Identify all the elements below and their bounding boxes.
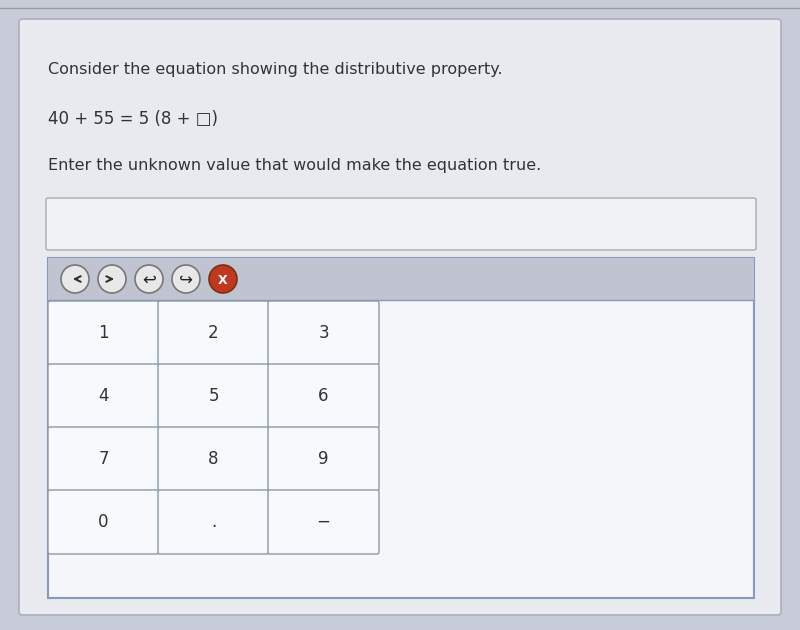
Circle shape <box>172 265 200 293</box>
FancyBboxPatch shape <box>158 490 269 554</box>
FancyBboxPatch shape <box>48 301 159 365</box>
Text: 3: 3 <box>318 324 329 342</box>
Text: 5: 5 <box>208 387 218 405</box>
FancyBboxPatch shape <box>158 364 269 428</box>
FancyBboxPatch shape <box>19 19 781 615</box>
Text: 4: 4 <box>98 387 109 405</box>
FancyBboxPatch shape <box>48 364 159 428</box>
Text: 7: 7 <box>98 450 109 468</box>
Text: 8: 8 <box>208 450 218 468</box>
Text: 0: 0 <box>98 513 109 531</box>
Circle shape <box>61 265 89 293</box>
Text: ↪: ↪ <box>179 271 193 289</box>
Circle shape <box>98 265 126 293</box>
Circle shape <box>135 265 163 293</box>
Text: 9: 9 <box>318 450 329 468</box>
Text: X: X <box>218 273 228 287</box>
FancyBboxPatch shape <box>268 490 379 554</box>
Text: 1: 1 <box>98 324 109 342</box>
Text: 6: 6 <box>318 387 329 405</box>
Text: 2: 2 <box>208 324 219 342</box>
FancyBboxPatch shape <box>48 427 159 491</box>
FancyBboxPatch shape <box>268 301 379 365</box>
FancyBboxPatch shape <box>48 490 159 554</box>
Text: ↩: ↩ <box>142 271 156 289</box>
FancyBboxPatch shape <box>46 198 756 250</box>
FancyBboxPatch shape <box>268 427 379 491</box>
Text: .: . <box>211 513 216 531</box>
FancyBboxPatch shape <box>48 258 754 598</box>
Text: −: − <box>317 513 330 531</box>
Circle shape <box>209 265 237 293</box>
FancyBboxPatch shape <box>158 427 269 491</box>
FancyBboxPatch shape <box>268 364 379 428</box>
Text: Enter the unknown value that would make the equation true.: Enter the unknown value that would make … <box>48 158 542 173</box>
Text: Consider the equation showing the distributive property.: Consider the equation showing the distri… <box>48 62 502 77</box>
FancyBboxPatch shape <box>48 258 754 300</box>
Text: 40 + 55 = 5 (8 + □): 40 + 55 = 5 (8 + □) <box>48 110 218 128</box>
FancyBboxPatch shape <box>158 301 269 365</box>
